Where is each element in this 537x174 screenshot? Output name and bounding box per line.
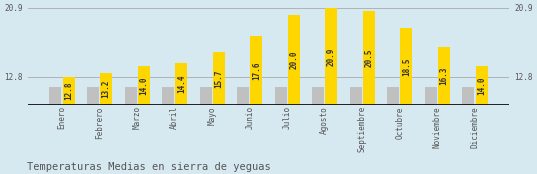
Text: 14.0: 14.0	[477, 76, 486, 95]
Bar	[312, 87, 324, 105]
Bar	[237, 87, 249, 105]
Text: 18.5: 18.5	[402, 57, 411, 76]
Bar	[162, 87, 174, 105]
Text: 13.2: 13.2	[101, 80, 111, 98]
Bar	[100, 73, 112, 105]
Bar	[250, 36, 263, 105]
Text: 20.0: 20.0	[289, 51, 299, 69]
Bar	[387, 87, 400, 105]
Bar	[476, 66, 488, 105]
Text: 20.5: 20.5	[365, 49, 373, 67]
Text: 14.0: 14.0	[139, 76, 148, 95]
Text: Temperaturas Medias en sierra de yeguas: Temperaturas Medias en sierra de yeguas	[27, 162, 271, 172]
Text: 16.3: 16.3	[439, 67, 448, 85]
Bar	[401, 28, 412, 105]
Bar	[425, 87, 437, 105]
Text: 15.7: 15.7	[214, 69, 223, 88]
Bar	[125, 87, 136, 105]
Bar	[63, 77, 75, 105]
Text: 14.4: 14.4	[177, 75, 186, 93]
Bar	[200, 87, 212, 105]
Bar	[213, 52, 225, 105]
Bar	[462, 87, 474, 105]
Text: 17.6: 17.6	[252, 61, 261, 80]
Text: 12.8: 12.8	[64, 81, 73, 100]
Bar	[49, 87, 61, 105]
Bar	[288, 15, 300, 105]
Bar	[137, 66, 150, 105]
Bar	[274, 87, 287, 105]
Bar	[363, 11, 375, 105]
Bar	[350, 87, 362, 105]
Text: 20.9: 20.9	[327, 47, 336, 65]
Bar	[87, 87, 99, 105]
Bar	[175, 63, 187, 105]
Bar	[325, 8, 337, 105]
Bar	[438, 47, 450, 105]
